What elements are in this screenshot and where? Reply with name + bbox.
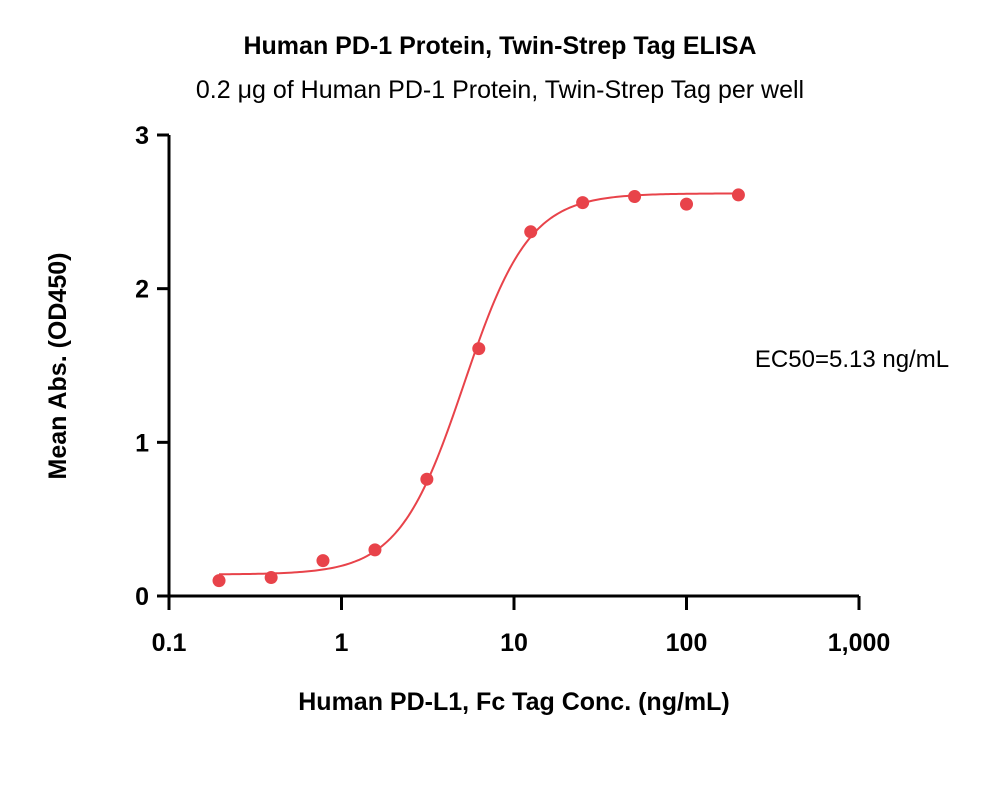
chart-subtitle: 0.2 μg of Human PD-1 Protein, Twin-Strep…	[195, 76, 805, 104]
data-points	[212, 188, 745, 588]
data-point	[472, 342, 486, 356]
x-tick-label: 100	[666, 629, 708, 657]
y-axis-title: Mean Abs. (OD450)	[44, 253, 72, 480]
data-point	[731, 188, 745, 202]
x-tick-label: 0.1	[152, 629, 187, 657]
chart-title: Human PD-1 Protein, Twin-Strep Tag ELISA	[243, 32, 757, 60]
data-point	[628, 189, 642, 203]
ec50-annotation: EC50=5.13 ng/mL	[755, 346, 949, 373]
data-point	[576, 196, 590, 210]
data-point	[420, 472, 434, 486]
data-point	[680, 197, 693, 211]
x-tick-label: 1,000	[828, 629, 891, 657]
data-point	[212, 574, 226, 588]
data-point	[368, 543, 382, 557]
data-point	[264, 571, 278, 585]
fit-curve	[219, 192, 739, 576]
x-tick-label: 1	[335, 629, 349, 657]
y-tick-label: 3	[135, 122, 149, 150]
axes: 0 1 2 3 0.1 1 10 100 1,000	[135, 122, 890, 657]
x-axis-title: Human PD-L1, Fc Tag Conc. (ng/mL)	[298, 688, 729, 716]
data-point	[316, 554, 330, 568]
data-point	[524, 225, 538, 239]
x-tick-label: 10	[500, 629, 528, 657]
y-tick-label: 2	[135, 276, 149, 304]
y-tick-label: 1	[135, 429, 149, 457]
y-tick-label: 0	[135, 583, 149, 611]
